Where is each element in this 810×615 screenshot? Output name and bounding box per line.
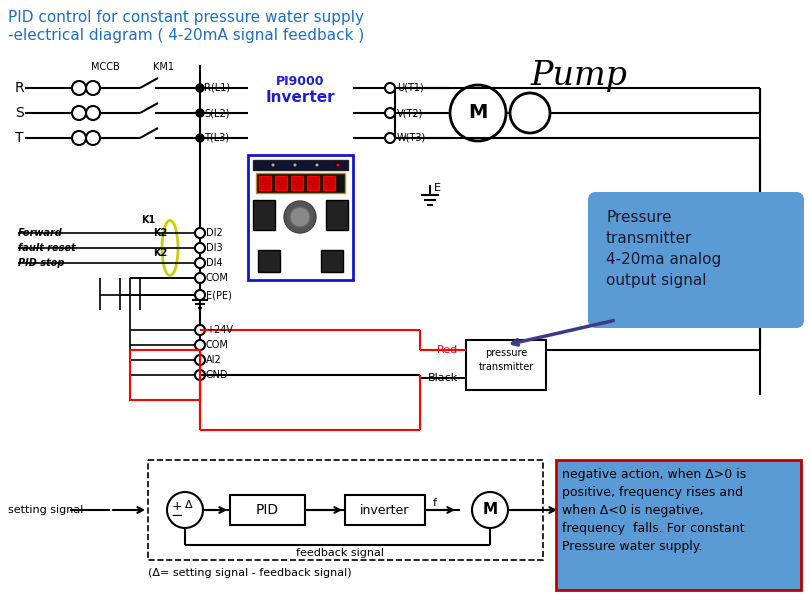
- Text: ON: ON: [293, 236, 306, 245]
- Text: PI9000: PI9000: [275, 75, 324, 88]
- Text: (Δ= setting signal - feedback signal): (Δ= setting signal - feedback signal): [148, 568, 352, 578]
- Text: fault reset: fault reset: [18, 243, 75, 253]
- Text: Pressure
transmitter
4-20ma analog
output signal: Pressure transmitter 4-20ma analog outpu…: [606, 210, 721, 288]
- Circle shape: [195, 370, 205, 380]
- Circle shape: [195, 355, 205, 365]
- Text: Forward: Forward: [18, 228, 62, 238]
- Circle shape: [336, 163, 340, 167]
- Circle shape: [196, 134, 204, 142]
- Circle shape: [196, 109, 204, 117]
- Text: T(L3): T(L3): [204, 133, 229, 143]
- Circle shape: [195, 290, 205, 300]
- Text: transmitter: transmitter: [479, 362, 534, 372]
- Circle shape: [196, 84, 204, 92]
- Text: PID: PID: [255, 503, 279, 517]
- Circle shape: [167, 492, 203, 528]
- Bar: [230, 495, 305, 525]
- Bar: [291, 176, 303, 190]
- Text: Pump: Pump: [530, 60, 627, 92]
- Text: E: E: [434, 183, 441, 193]
- Bar: [253, 200, 275, 230]
- Text: Black: Black: [428, 373, 458, 383]
- Text: W(T3): W(T3): [397, 133, 426, 143]
- Bar: [256, 173, 345, 193]
- Bar: [307, 176, 319, 190]
- Circle shape: [195, 273, 205, 283]
- Text: feedback signal: feedback signal: [296, 548, 384, 558]
- Text: DI3: DI3: [206, 243, 223, 253]
- Circle shape: [385, 108, 395, 118]
- Circle shape: [195, 325, 205, 335]
- Circle shape: [510, 93, 550, 133]
- Text: K2: K2: [153, 228, 167, 238]
- Text: inverter: inverter: [360, 504, 410, 517]
- Circle shape: [315, 163, 319, 167]
- Bar: [345, 495, 425, 525]
- Circle shape: [450, 85, 506, 141]
- Text: +24V: +24V: [206, 325, 233, 335]
- Text: S: S: [15, 106, 23, 120]
- Text: Δ: Δ: [185, 500, 193, 510]
- Text: M: M: [468, 103, 488, 122]
- FancyBboxPatch shape: [588, 192, 804, 328]
- Text: f: f: [433, 498, 437, 508]
- Bar: [130, 350, 200, 400]
- Bar: [466, 340, 546, 390]
- Circle shape: [284, 201, 316, 233]
- Bar: [321, 250, 343, 272]
- Text: R(L1): R(L1): [204, 83, 230, 93]
- Text: K1: K1: [141, 215, 156, 225]
- Text: MCCB: MCCB: [91, 62, 119, 72]
- Text: M: M: [483, 502, 497, 517]
- Circle shape: [385, 83, 395, 93]
- Text: setting signal: setting signal: [8, 505, 83, 515]
- Bar: [258, 250, 280, 272]
- Circle shape: [385, 133, 395, 143]
- Text: GND: GND: [206, 370, 228, 380]
- Bar: [148, 460, 543, 560]
- Text: PID control for constant pressure water supply: PID control for constant pressure water …: [8, 10, 364, 25]
- Text: E(PE): E(PE): [206, 290, 232, 300]
- Text: V(T2): V(T2): [397, 108, 424, 118]
- Text: pressure: pressure: [485, 348, 527, 358]
- Circle shape: [290, 207, 310, 227]
- Bar: [556, 460, 801, 590]
- Text: T: T: [15, 131, 23, 145]
- Text: AI2: AI2: [206, 355, 222, 365]
- Text: −: −: [171, 509, 183, 523]
- Circle shape: [195, 258, 205, 268]
- Bar: [275, 176, 287, 190]
- Text: PID stop: PID stop: [18, 258, 64, 268]
- Text: K2: K2: [153, 248, 167, 258]
- Bar: [326, 200, 348, 230]
- Text: negative action, when Δ>0 is
positive, frequency rises and
when Δ<0 is negative,: negative action, when Δ>0 is positive, f…: [562, 468, 746, 553]
- Bar: [253, 160, 348, 170]
- Text: S(L2): S(L2): [204, 108, 229, 118]
- Text: KM1: KM1: [152, 62, 173, 72]
- Circle shape: [293, 163, 297, 167]
- Text: Inverter: Inverter: [265, 90, 335, 105]
- Text: COM: COM: [206, 273, 229, 283]
- Text: Red: Red: [437, 345, 458, 355]
- Circle shape: [271, 163, 275, 167]
- Circle shape: [195, 243, 205, 253]
- Text: -electrical diagram ( 4-20mA signal feedback ): -electrical diagram ( 4-20mA signal feed…: [8, 28, 364, 43]
- Text: DI4: DI4: [206, 258, 223, 268]
- Bar: [259, 176, 271, 190]
- Circle shape: [472, 492, 508, 528]
- Circle shape: [195, 228, 205, 238]
- Bar: [323, 176, 335, 190]
- Text: U(T1): U(T1): [397, 83, 424, 93]
- Text: +: +: [172, 499, 182, 512]
- Text: COM: COM: [206, 340, 229, 350]
- Bar: [248, 155, 353, 280]
- Circle shape: [195, 340, 205, 350]
- Text: R: R: [15, 81, 24, 95]
- Text: DI2: DI2: [206, 228, 223, 238]
